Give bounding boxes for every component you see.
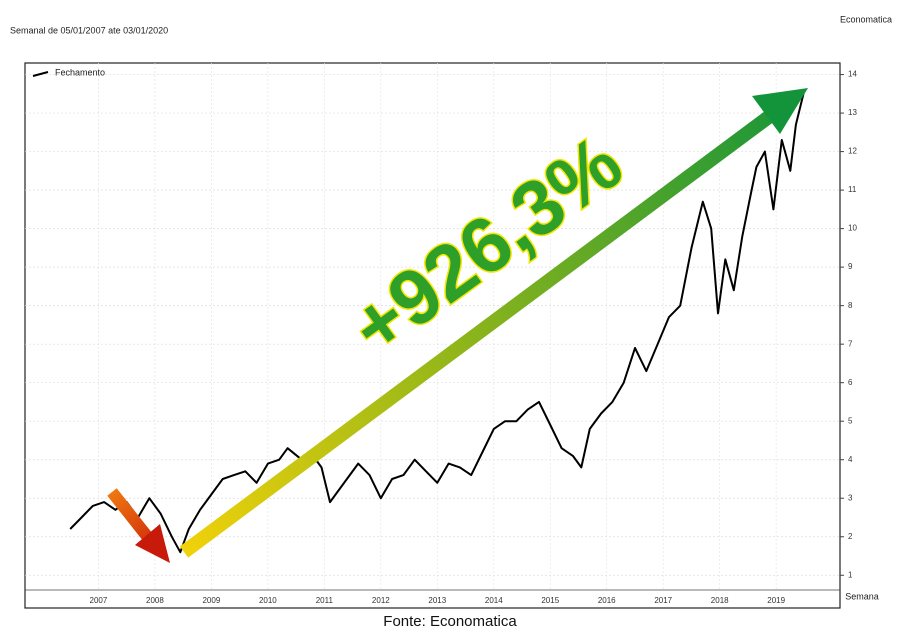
y-tick-label: 3 xyxy=(848,493,853,502)
green-arrow-head xyxy=(752,88,808,134)
x-tick-label: 2008 xyxy=(146,596,164,605)
x-tick-label: 2011 xyxy=(316,596,334,605)
arrows xyxy=(107,88,808,563)
legend-label: Fechamento xyxy=(55,67,105,77)
x-tick-label: 2016 xyxy=(598,596,616,605)
y-tick-label: 2 xyxy=(848,532,853,541)
y-tick-label: 11 xyxy=(848,185,857,194)
price-line xyxy=(69,89,806,554)
red-arrow-shaft xyxy=(107,488,155,544)
y-tick-label: 7 xyxy=(848,339,853,348)
brand: Economatica xyxy=(840,14,892,24)
y-tick-label: 1 xyxy=(848,570,853,579)
green-arrow-shaft xyxy=(179,110,775,558)
x-tick-label: 2017 xyxy=(654,596,672,605)
x-tick-label: 2007 xyxy=(90,596,108,605)
subtitle: Semanal de 05/01/2007 ate 03/01/2020 xyxy=(10,25,168,35)
x-tick-label: 2012 xyxy=(372,596,390,605)
x-tick-label: 2010 xyxy=(259,596,277,605)
y-tick-label: 5 xyxy=(848,416,853,425)
x-tick-label: 2019 xyxy=(767,596,785,605)
y-tick-label: 10 xyxy=(848,224,857,233)
y-tick-label: 14 xyxy=(848,70,857,79)
y-tick-label: 8 xyxy=(848,301,853,310)
x-tick-label: 2015 xyxy=(541,596,559,605)
y-tick-label: 9 xyxy=(848,262,853,271)
y-tick-label: 4 xyxy=(848,455,853,464)
legend-swatch xyxy=(32,71,49,77)
x-tick-label: 2014 xyxy=(485,596,503,605)
x-tick-label: 2009 xyxy=(202,596,220,605)
red-arrow-head xyxy=(135,524,170,563)
y-tick-label: 12 xyxy=(848,147,857,156)
y-tick-label: 6 xyxy=(848,378,853,387)
marks xyxy=(69,89,806,554)
x-tick-label: 2018 xyxy=(711,596,729,605)
x-axis-label: Semana xyxy=(845,591,879,601)
x-tick-label: 2013 xyxy=(428,596,446,605)
y-tick-label: 13 xyxy=(848,108,857,117)
source: Fonte: Economatica xyxy=(383,613,517,630)
plot-frame xyxy=(24,62,841,609)
